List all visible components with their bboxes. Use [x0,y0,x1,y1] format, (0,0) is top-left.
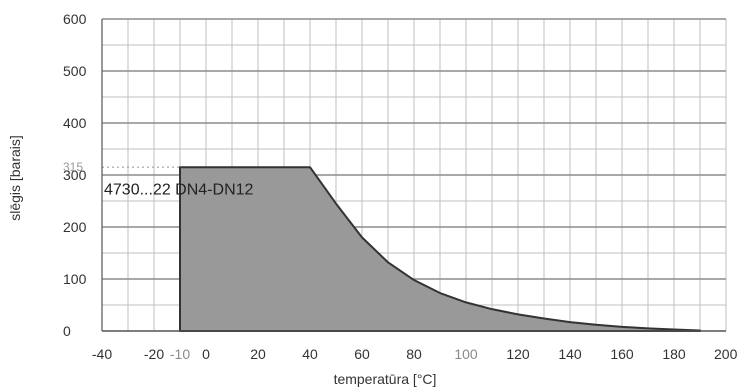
y-tick-label: 400 [63,115,87,131]
x-tick-label: 0 [202,346,210,362]
x-tick-label: 40 [302,346,318,362]
x-tick-label: -40 [92,346,112,362]
y-tick-label: 300 [63,167,87,183]
x-tick-label: -10 [170,346,190,362]
series-label: 4730...22 DN4-DN12 [104,182,254,199]
y-tick-label: 500 [63,63,87,79]
x-tick-label: 20 [250,346,266,362]
x-tick-label: 60 [354,346,370,362]
area-series [179,166,701,332]
reference-label: 315 [63,160,83,174]
y-axis-label: slēgis [barais] [7,135,23,221]
x-axis-label: temperatūra [°C] [334,371,437,387]
x-tick-label: 100 [454,346,478,362]
chart-ticks: 0 100 200 300 400 500 600 315 -40 -20 -10 0 20 40 60 80… [63,11,738,362]
x-tick-label: -20 [144,346,164,362]
x-tick-label: 120 [506,346,530,362]
chart-grid [101,18,727,332]
x-tick-label: 180 [662,346,686,362]
x-tick-label: 200 [714,346,738,362]
y-tick-label: 0 [63,323,71,339]
x-tick-label: 160 [610,346,634,362]
x-tick-label: 140 [558,346,582,362]
x-tick-label: 80 [406,346,422,362]
y-tick-label: 100 [63,271,87,287]
y-tick-label: 600 [63,11,87,27]
y-tick-label: 200 [63,219,87,235]
chart-marks: 4730...22 DN4-DN12 [102,166,701,332]
